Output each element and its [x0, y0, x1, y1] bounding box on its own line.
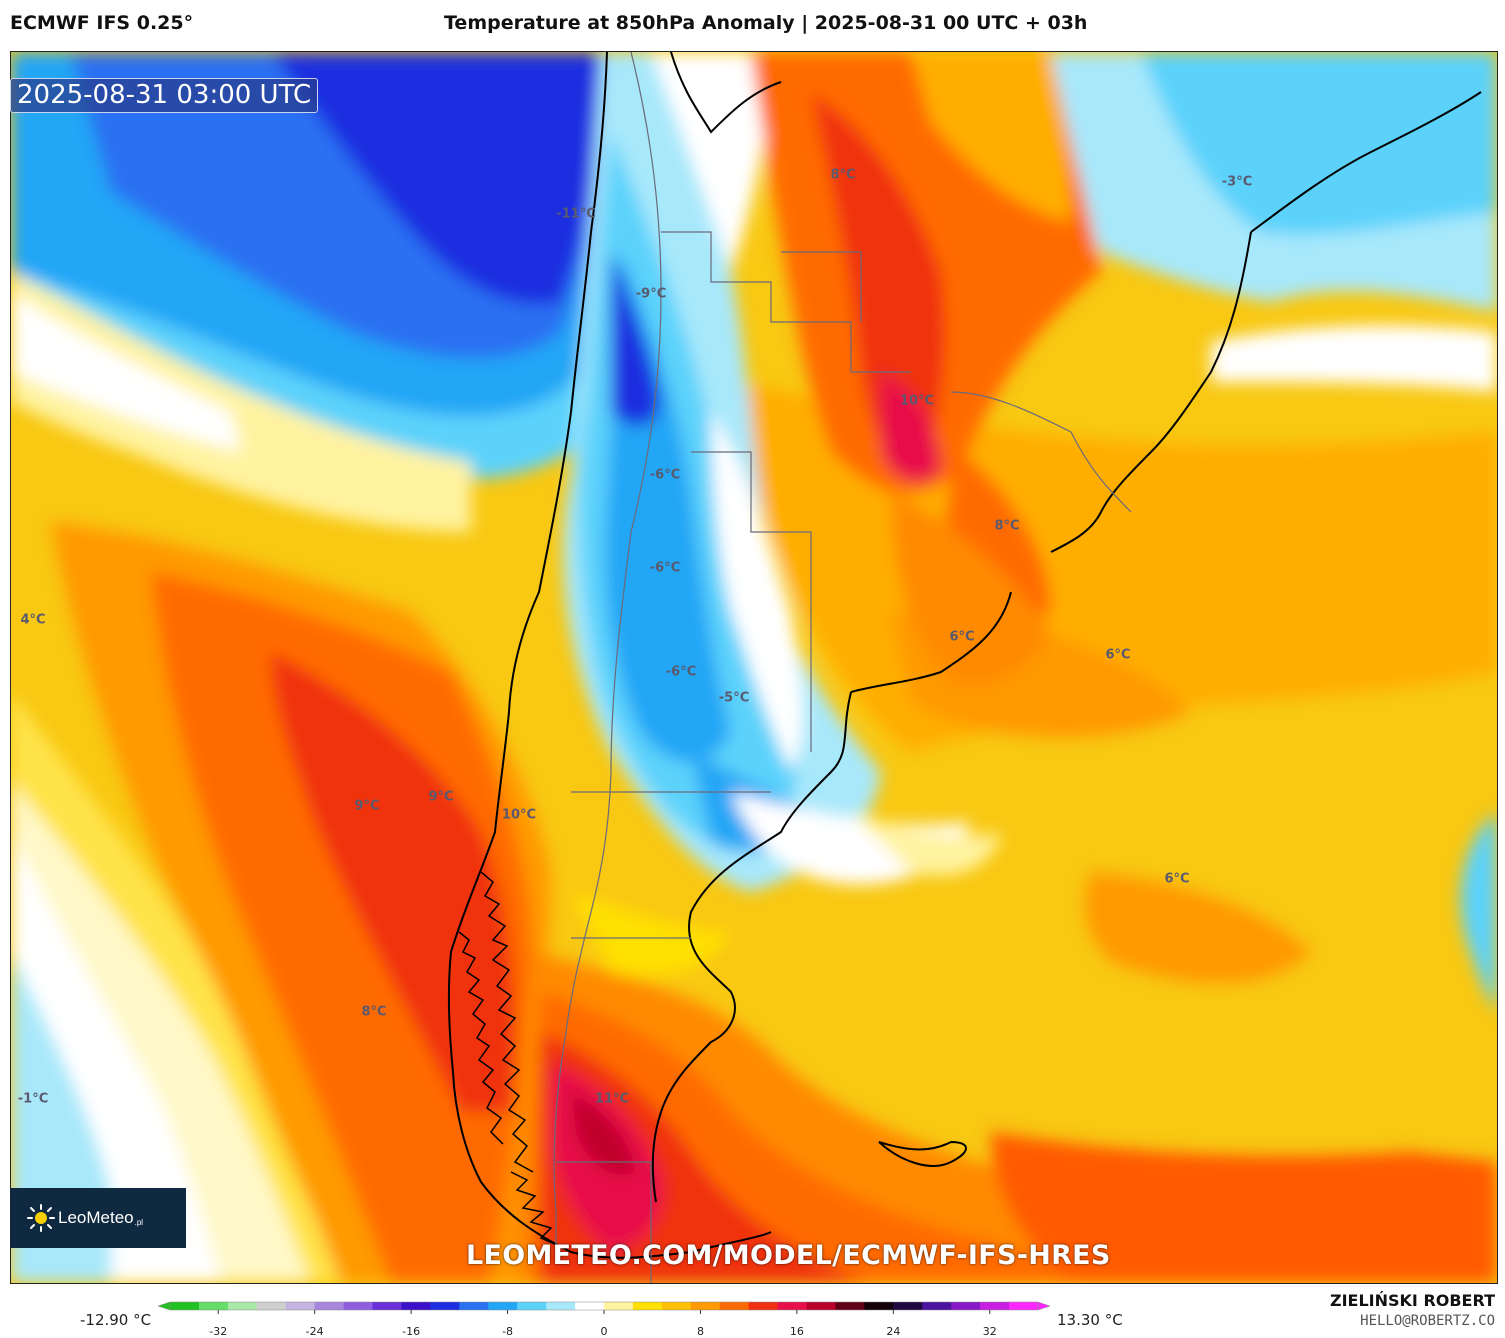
colorbar-segment	[922, 1302, 952, 1310]
temp-label: 6°C	[1105, 647, 1131, 663]
colorbar-segment	[690, 1302, 721, 1310]
temp-label: 10°C	[501, 807, 537, 823]
sun-icon	[27, 1204, 55, 1232]
colorbar-tick-label: -32	[209, 1325, 228, 1338]
valid-time-badge: 2025-08-31 03:00 UTC	[10, 78, 319, 113]
colorbar-extend-low	[158, 1301, 171, 1311]
colorbar-segment	[806, 1302, 836, 1310]
model-name: ECMWF IFS 0.25°	[10, 12, 194, 34]
colorbar-segment	[170, 1302, 200, 1310]
colorbar-segment	[719, 1302, 750, 1310]
colorbar-segment	[835, 1302, 865, 1310]
colorbar-tick-label: 0	[600, 1325, 608, 1338]
temp-label: -1°C	[17, 1091, 49, 1107]
colorbar-segment	[256, 1302, 287, 1310]
colorbar-extend-high	[1037, 1301, 1050, 1311]
colorbar-tick-label: 16	[789, 1325, 804, 1338]
temp-label: 4°C	[20, 612, 46, 628]
colorbar-segment	[980, 1302, 1010, 1310]
colorbar-segment	[430, 1302, 460, 1310]
colorbar-segment	[372, 1302, 402, 1310]
colorbar-segment	[343, 1302, 374, 1310]
temp-label: 6°C	[1164, 871, 1190, 887]
colorbar-max-label: 13.30 °C	[1057, 1311, 1123, 1329]
colorbar-segment	[459, 1302, 489, 1310]
temp-label: -6°C	[649, 467, 681, 483]
colorbar-segment	[517, 1302, 547, 1310]
colorbar-segment	[227, 1302, 258, 1310]
temp-label: -6°C	[649, 560, 681, 576]
colorbar-tick-label: -16	[402, 1325, 421, 1338]
temp-label: -11°C	[556, 206, 596, 222]
temp-label: -3°C	[1221, 174, 1253, 190]
colorbar-segment	[661, 1302, 692, 1310]
colorbar-segment	[604, 1302, 634, 1310]
fjords	[458, 871, 560, 1247]
colorbar-segment	[401, 1302, 431, 1310]
logo-suffix: .pl	[134, 1217, 144, 1227]
temp-label: 9°C	[354, 798, 380, 814]
colorbar-tick-label: 32	[982, 1325, 997, 1338]
temp-label: 11°C	[594, 1091, 630, 1107]
map-title: Temperature at 850hPa Anomaly | 2025-08-…	[444, 12, 1088, 34]
colorbar-segment	[488, 1302, 518, 1310]
temp-label: 8°C	[994, 518, 1020, 534]
temp-label: -5°C	[718, 690, 750, 706]
anomaly-field	[11, 52, 1497, 1283]
colorbar-segment	[632, 1302, 663, 1310]
temp-label: 8°C	[830, 167, 856, 183]
colorbar-tick-label: -8	[502, 1325, 514, 1338]
temp-label: 8°C	[361, 1004, 387, 1020]
colorbar-segment	[893, 1302, 923, 1310]
temp-label: 6°C	[949, 629, 975, 645]
colorbar-tick-label: 24	[886, 1325, 901, 1338]
source-url: LEOMETEO.COM/MODEL/ECMWF-IFS-HRES	[466, 1240, 1111, 1271]
coastlines	[447, 52, 1482, 1259]
colorbar-tick-label: 8	[696, 1325, 704, 1338]
colorbar-segment	[285, 1302, 316, 1310]
temp-label: -9°C	[635, 286, 667, 302]
colorbar	[158, 1301, 1050, 1314]
colorbar-segment	[777, 1302, 808, 1310]
author-name: ZIELIŃSKI ROBERT	[1329, 1291, 1495, 1310]
colorbar-min-label: -12.90 °C	[80, 1311, 152, 1329]
leometeo-logo[interactable]: LeoMeteo .pl	[10, 1188, 186, 1248]
temp-label: -6°C	[665, 664, 697, 680]
borders	[553, 52, 1132, 1283]
colorbar-segment	[1009, 1302, 1039, 1310]
temp-label: 9°C	[428, 789, 454, 805]
colorbar-segment	[575, 1302, 605, 1310]
temp-label: 10°C	[899, 393, 935, 409]
colorbar-tick-label: -24	[305, 1325, 324, 1338]
colorbar-segment	[314, 1302, 345, 1310]
colorbar-segment	[864, 1302, 894, 1310]
colorbar-segment	[198, 1302, 229, 1310]
colorbar-segment	[951, 1302, 981, 1310]
colorbar-segment	[748, 1302, 779, 1310]
logo-name: LeoMeteo	[58, 1208, 134, 1227]
author-email: HELLO@ROBERTZ.CO	[1360, 1313, 1495, 1329]
temperature-anomaly-map[interactable]: -11°C -9°C -6°C -6°C -6°C -5°C 8°C 10°C …	[10, 51, 1498, 1284]
colorbar-segment	[546, 1302, 576, 1310]
